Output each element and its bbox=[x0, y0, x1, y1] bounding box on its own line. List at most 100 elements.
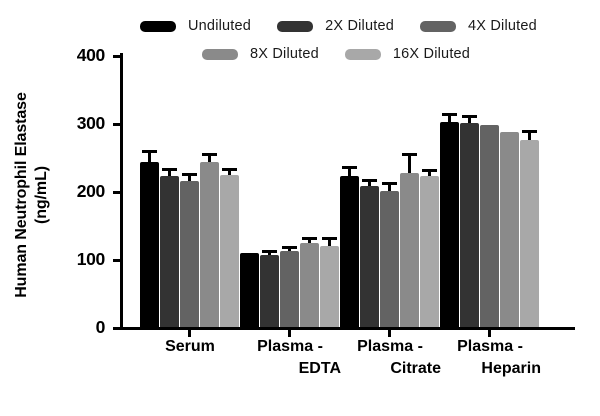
error-bar-cap bbox=[382, 182, 397, 185]
legend-label-16x-diluted: 16X Diluted bbox=[392, 46, 471, 62]
legend-swatch-4x-diluted bbox=[419, 20, 456, 32]
x-label-plasma-heparin: Plasma - Heparin bbox=[425, 336, 555, 380]
legend-label-2x-diluted: 2X Diluted bbox=[325, 18, 394, 34]
error-bar bbox=[228, 171, 231, 175]
bar-group-plasma-citrate bbox=[340, 55, 439, 327]
error-bar-cap bbox=[162, 168, 177, 171]
bar-group-plasma-edta bbox=[240, 55, 339, 327]
error-bar-cap bbox=[202, 153, 217, 156]
error-bar bbox=[168, 171, 171, 176]
error-bar bbox=[408, 156, 411, 173]
x-label-plasma-citrate: Plasma - Citrate bbox=[325, 336, 455, 380]
bar-fill bbox=[200, 162, 219, 327]
y-tick-label-0: 0 bbox=[95, 317, 106, 337]
error-bar bbox=[308, 240, 311, 243]
x-tick-plasma-citrate bbox=[388, 330, 391, 337]
error-bar-cap bbox=[342, 166, 357, 169]
error-bar-cap bbox=[262, 250, 277, 253]
y-tick-200 bbox=[113, 191, 120, 194]
error-bar-cap bbox=[402, 153, 417, 156]
bar-fill bbox=[400, 173, 419, 327]
y-axis-line bbox=[120, 53, 123, 329]
x-tick-plasma-edta bbox=[288, 330, 291, 337]
y-tick-label-400: 400 bbox=[76, 45, 106, 65]
error-bar bbox=[368, 182, 371, 186]
y-tick-label-100: 100 bbox=[76, 249, 106, 269]
x-label-serum-line1: Serum bbox=[165, 338, 215, 355]
error-bar-cap bbox=[302, 237, 317, 240]
y-tick-300 bbox=[113, 123, 120, 126]
error-bar bbox=[468, 118, 471, 123]
error-bar bbox=[388, 185, 391, 191]
plot-area: 0 100 200 300 400 bbox=[77, 45, 580, 337]
y-tick-400 bbox=[113, 55, 120, 58]
x-label-plasma-heparin-line1: Plasma - bbox=[457, 338, 523, 355]
bar-fill bbox=[500, 132, 519, 327]
legend-row-2: 8X Diluted 16X Diluted bbox=[140, 40, 590, 68]
error-bar-cap bbox=[282, 246, 297, 249]
error-bar bbox=[148, 153, 151, 162]
legend-label-4x-diluted: 4X Diluted bbox=[467, 18, 537, 34]
bar-fill bbox=[480, 125, 499, 327]
error-bar-cap bbox=[422, 169, 437, 172]
bar-fill bbox=[260, 255, 279, 327]
legend-swatch-undiluted bbox=[140, 20, 176, 32]
y-axis-title-line1: Human Neutrophil Elastase bbox=[13, 92, 30, 298]
legend-entry-undiluted: Undiluted bbox=[140, 18, 251, 34]
bar-group-plasma-heparin bbox=[440, 55, 539, 327]
bar-fill bbox=[440, 122, 459, 327]
bar-fill bbox=[380, 191, 399, 327]
x-axis-line bbox=[120, 327, 575, 330]
error-bar bbox=[428, 172, 431, 176]
bar-fill bbox=[520, 140, 539, 327]
chart-legend: Undiluted 2X Diluted 4X Diluted 8X Dilut… bbox=[140, 12, 590, 74]
bar-fill bbox=[360, 186, 379, 327]
x-label-plasma-edta-line1: Plasma - bbox=[257, 338, 323, 355]
y-tick-label-300: 300 bbox=[76, 113, 106, 133]
x-label-plasma-citrate-line2: Citrate bbox=[390, 360, 441, 377]
bar-fill bbox=[220, 175, 239, 327]
legend-swatch-8x-diluted bbox=[202, 48, 238, 60]
bar-fill bbox=[240, 253, 259, 327]
y-tick-100 bbox=[113, 259, 120, 262]
bar-fill bbox=[180, 181, 199, 327]
legend-entry-2x-diluted: 2X Diluted bbox=[277, 18, 394, 34]
error-bar-cap bbox=[142, 150, 157, 153]
error-bar bbox=[268, 253, 271, 255]
error-bar-cap bbox=[462, 115, 477, 118]
legend-label-8x-diluted: 8X Diluted bbox=[250, 46, 319, 62]
error-bar bbox=[328, 240, 331, 246]
error-bar bbox=[208, 156, 211, 162]
legend-entry-8x-diluted: 8X Diluted bbox=[202, 46, 319, 62]
legend-entry-16x-diluted: 16X Diluted bbox=[344, 46, 471, 62]
bar-fill bbox=[160, 176, 179, 327]
legend-entry-4x-diluted: 4X Diluted bbox=[419, 18, 537, 34]
error-bar bbox=[348, 169, 351, 176]
error-bar-cap bbox=[222, 168, 237, 171]
x-axis-labels: Serum Plasma - EDTA Plasma - Citrate Pla… bbox=[120, 336, 590, 396]
legend-row-1: Undiluted 2X Diluted 4X Diluted bbox=[140, 12, 590, 40]
y-tick-0 bbox=[113, 327, 120, 330]
bar-fill bbox=[140, 162, 159, 327]
x-label-serum: Serum bbox=[125, 336, 255, 358]
bar-fill bbox=[460, 123, 479, 327]
error-bar-cap bbox=[322, 237, 337, 240]
legend-swatch-2x-diluted bbox=[277, 20, 314, 32]
error-bar-cap bbox=[522, 130, 537, 133]
x-label-plasma-heparin-line2: Heparin bbox=[481, 360, 541, 377]
bar-fill bbox=[420, 176, 439, 327]
legend-label-undiluted: Undiluted bbox=[188, 18, 252, 34]
x-label-plasma-edta-line2: EDTA bbox=[298, 360, 341, 377]
bar-fill bbox=[280, 251, 299, 327]
y-tick-label-200: 200 bbox=[76, 181, 106, 201]
error-bar-cap bbox=[442, 113, 457, 116]
bar-fill bbox=[320, 246, 339, 327]
bar-group-serum bbox=[140, 55, 239, 327]
x-tick-plasma-heparin bbox=[488, 330, 491, 337]
legend-swatch-16x-diluted bbox=[344, 48, 381, 60]
bar-fill bbox=[340, 176, 359, 327]
error-bar-cap bbox=[362, 179, 377, 182]
x-tick-serum bbox=[188, 330, 191, 337]
x-label-plasma-citrate-line1: Plasma - bbox=[357, 338, 423, 355]
